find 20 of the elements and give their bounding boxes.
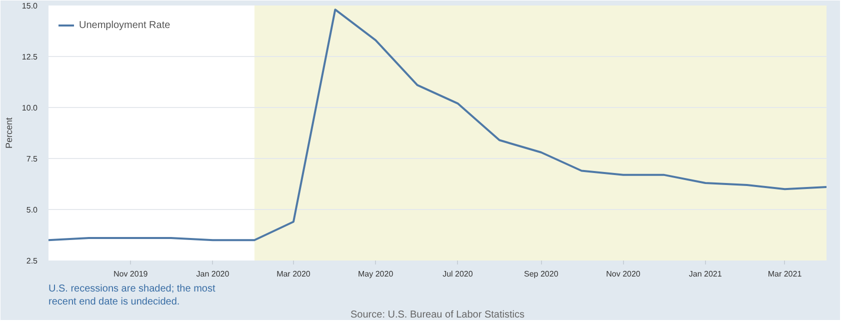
y-tick-label: 5.0	[26, 206, 38, 214]
y-tick-label: 15.0	[22, 2, 38, 10]
y-tick-label: 10.0	[22, 104, 38, 112]
y-tick-label: 2.5	[26, 256, 38, 266]
y-tick-label: 12.5	[22, 52, 38, 62]
x-tick-label: Mar 2021	[768, 270, 802, 278]
x-tick-label: Nov 2020	[606, 270, 641, 278]
legend-label: Unemployment Rate	[79, 20, 170, 30]
x-tick-label: May 2020	[358, 270, 394, 278]
source-note: Source: U.S. Bureau of Labor Statistics	[350, 310, 524, 320]
x-tick-label: Jan 2021	[688, 270, 722, 278]
x-tick-label: Sep 2020	[524, 270, 559, 278]
line-series	[48, 8, 826, 242]
y-axis-title: Percent	[4, 116, 14, 149]
x-tick-label: Jan 2020	[196, 270, 230, 278]
x-tick-label: Nov 2019	[113, 270, 148, 278]
x-tick-label: Jul 2020	[442, 270, 474, 278]
text: U.S. recessions are shaded; the most recent end date is undecided.	[48, 284, 216, 308]
x-tick-label: Mar 2020	[276, 270, 311, 278]
y-tick-label: 7.5	[26, 154, 38, 164]
